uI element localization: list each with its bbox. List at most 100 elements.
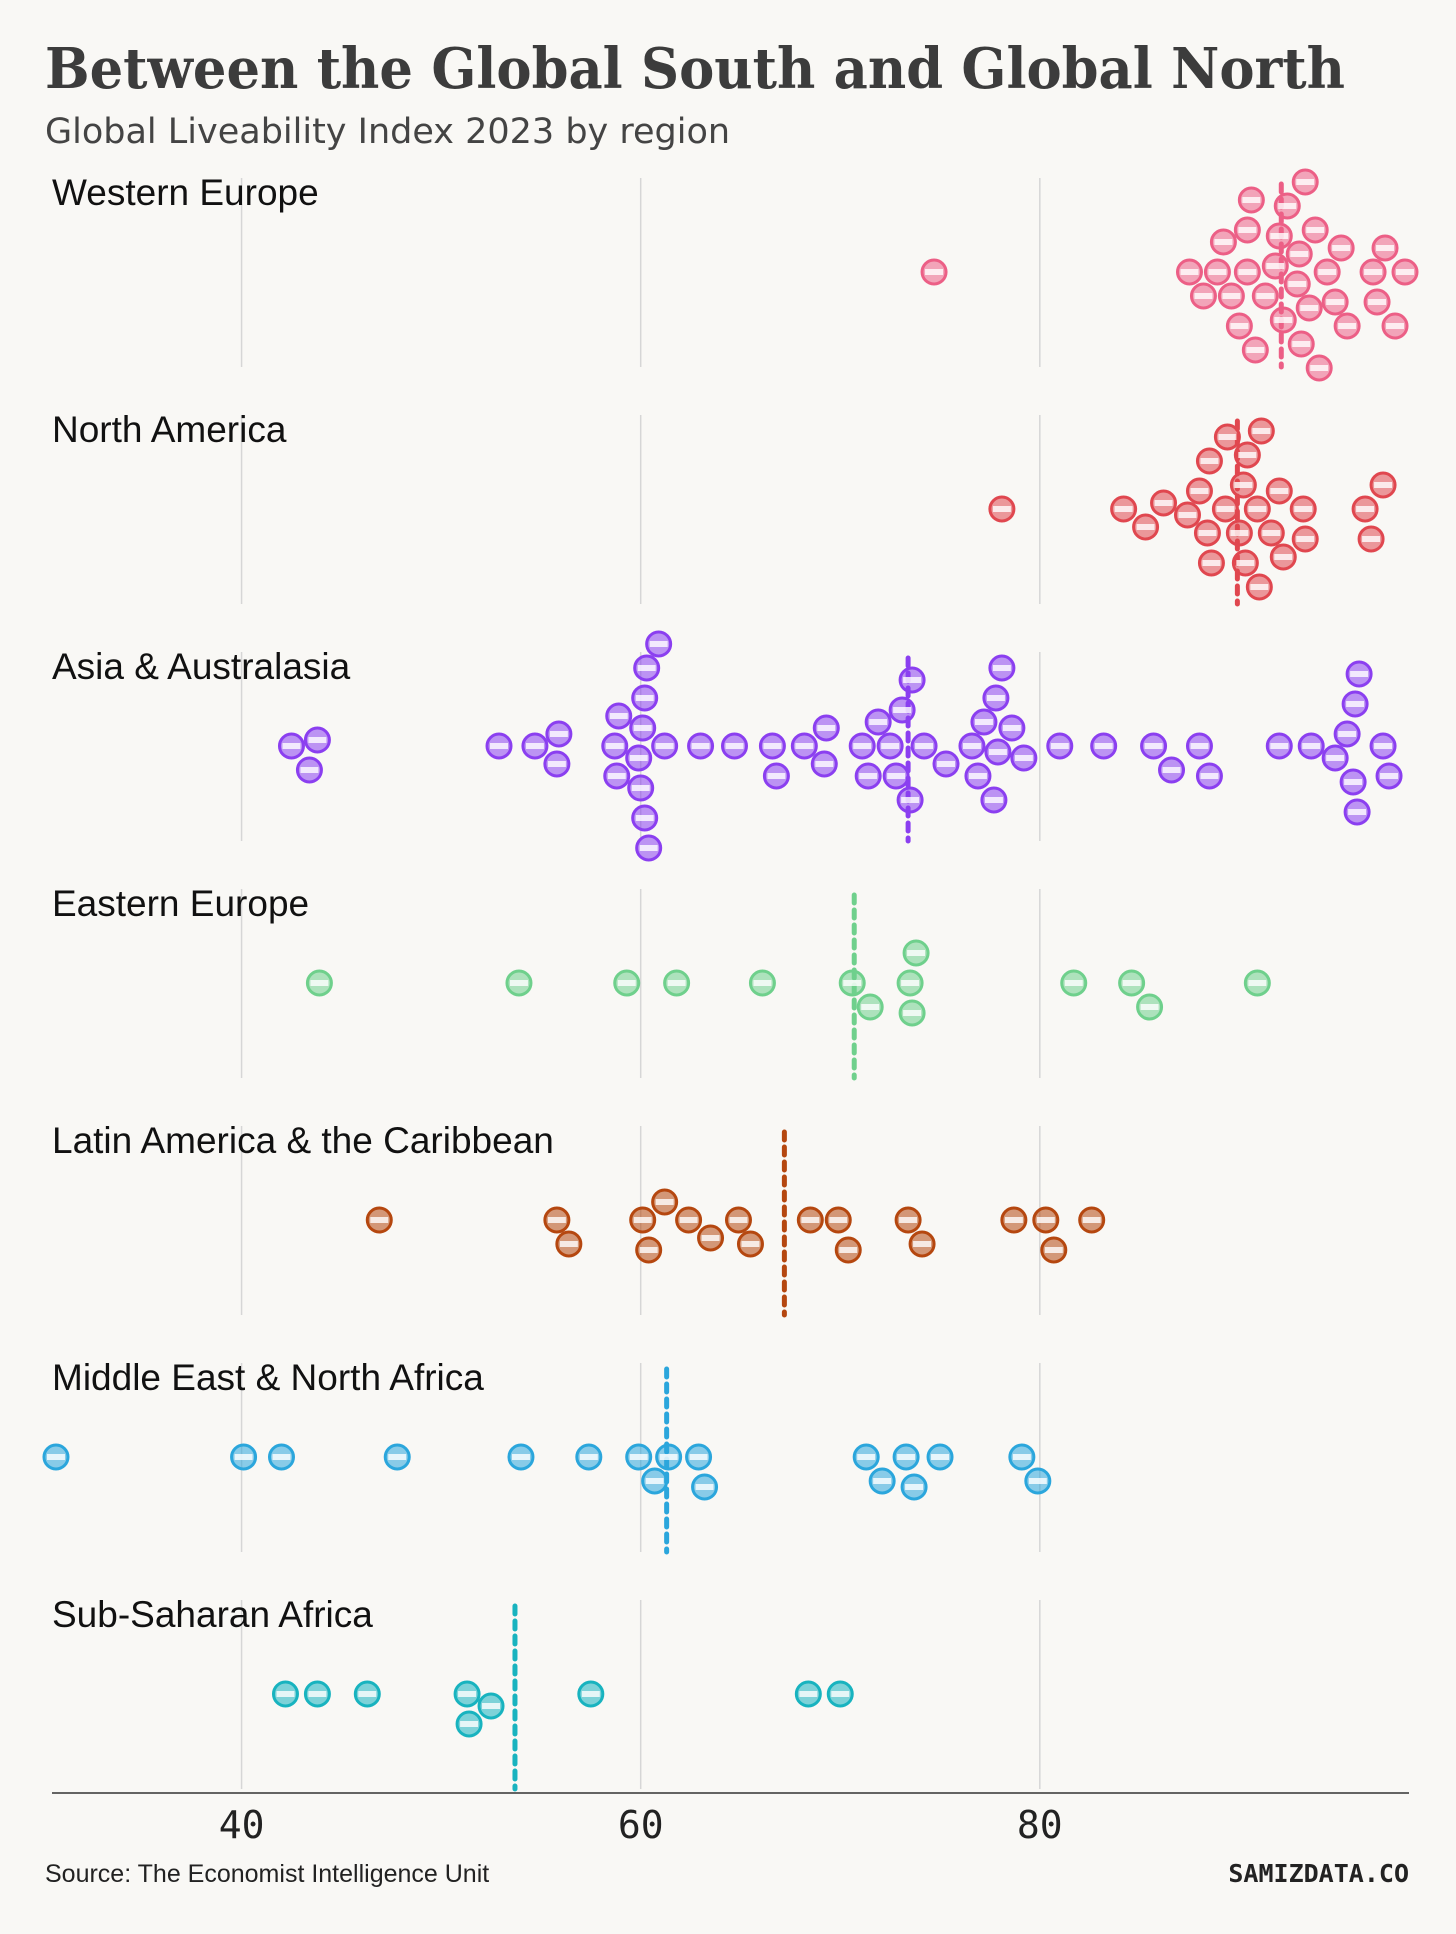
flag-point	[1237, 186, 1265, 214]
flag-point	[1357, 525, 1385, 553]
flag-point	[605, 702, 633, 730]
flag-point	[1229, 471, 1257, 499]
flag-point	[1241, 336, 1269, 364]
flag-point	[1289, 495, 1317, 523]
flag-point	[1193, 519, 1221, 547]
flag-point	[613, 969, 641, 997]
flag-point	[625, 1443, 653, 1471]
flag-point	[998, 714, 1026, 742]
flag-point	[824, 1206, 852, 1234]
flag-point	[485, 732, 513, 760]
flag-point	[898, 999, 926, 1027]
flag-point	[898, 666, 926, 694]
flag-point	[888, 696, 916, 724]
flag-point	[1136, 993, 1164, 1021]
flag-point	[455, 1710, 483, 1738]
flag-point	[1225, 519, 1253, 547]
flag-point	[543, 750, 571, 778]
flag-point	[762, 762, 790, 790]
flag-point	[629, 1206, 657, 1234]
flag-point	[1265, 222, 1293, 250]
flag-point	[882, 762, 910, 790]
flag-point	[910, 732, 938, 760]
flag-point	[1213, 423, 1241, 451]
flag-point	[1269, 543, 1297, 571]
flag-point	[230, 1443, 258, 1471]
flag-point	[1000, 1206, 1028, 1234]
flag-point	[697, 1224, 725, 1252]
flag-point	[691, 1473, 719, 1501]
flag-point	[1118, 969, 1146, 997]
flag-point	[603, 762, 631, 790]
flag-point	[856, 993, 884, 1021]
flag-point	[1060, 969, 1088, 997]
flag-point	[651, 1188, 679, 1216]
flag-point	[505, 969, 533, 997]
flag-point	[790, 732, 818, 760]
flag-point	[1217, 282, 1245, 310]
flag-point	[365, 1206, 393, 1234]
flag-point	[631, 684, 659, 712]
flag-point	[555, 1230, 583, 1258]
flag-point	[1032, 1206, 1060, 1234]
flag-point	[271, 1680, 299, 1708]
flag-point	[1233, 258, 1261, 286]
flag-point	[1243, 495, 1271, 523]
flag-point	[926, 1443, 954, 1471]
flag-point	[655, 1443, 683, 1471]
flag-point	[854, 762, 882, 790]
flag-point	[675, 1206, 703, 1234]
flag-point	[896, 786, 924, 814]
flag-point	[736, 1230, 764, 1258]
flag-point	[834, 1236, 862, 1264]
region-label: Asia & Australasia	[52, 646, 351, 687]
flag-point	[1251, 282, 1279, 310]
flag-point	[1291, 525, 1319, 553]
flag-point	[687, 732, 715, 760]
flag-point	[1090, 732, 1118, 760]
flag-point	[1371, 234, 1399, 262]
flag-point	[1209, 228, 1237, 256]
flag-point	[267, 1443, 295, 1471]
flag-point	[1185, 477, 1213, 505]
flag-point	[601, 732, 629, 760]
flag-point	[1287, 330, 1315, 358]
flag-point	[1175, 258, 1203, 286]
flag-point	[1265, 477, 1293, 505]
flag-point	[1285, 240, 1313, 268]
flag-point	[635, 834, 663, 862]
flag-point	[1195, 447, 1223, 475]
flag-point	[876, 732, 904, 760]
flag-point	[1291, 168, 1319, 196]
flag-point	[1265, 732, 1293, 760]
flag-point	[1333, 720, 1361, 748]
x-tick-label: 80	[1017, 1803, 1063, 1847]
flag-point	[896, 969, 924, 997]
source: Source: The Economist Intelligence Unit	[45, 1860, 489, 1888]
flag-point	[305, 969, 333, 997]
flag-point	[1231, 549, 1259, 577]
flag-point	[988, 495, 1016, 523]
flag-point	[1140, 732, 1168, 760]
flag-point	[852, 1443, 880, 1471]
flag-point	[1369, 471, 1397, 499]
region-label: Western Europe	[52, 172, 319, 213]
flag-point	[980, 786, 1008, 814]
flag-point	[295, 756, 323, 784]
flag-point	[575, 1443, 603, 1471]
flag-point	[758, 732, 786, 760]
flag-point	[507, 1443, 535, 1471]
flag-point	[812, 714, 840, 742]
flag-point	[796, 1206, 824, 1234]
flag-point	[633, 654, 661, 682]
flag-point	[685, 1443, 713, 1471]
flag-point	[1046, 732, 1074, 760]
flag-point	[794, 1680, 822, 1708]
flag-point	[635, 1236, 663, 1264]
flag-point	[663, 969, 691, 997]
flag-point	[894, 1206, 922, 1234]
flag-point	[902, 939, 930, 967]
flag-point	[277, 732, 305, 760]
flag-point	[826, 1680, 854, 1708]
